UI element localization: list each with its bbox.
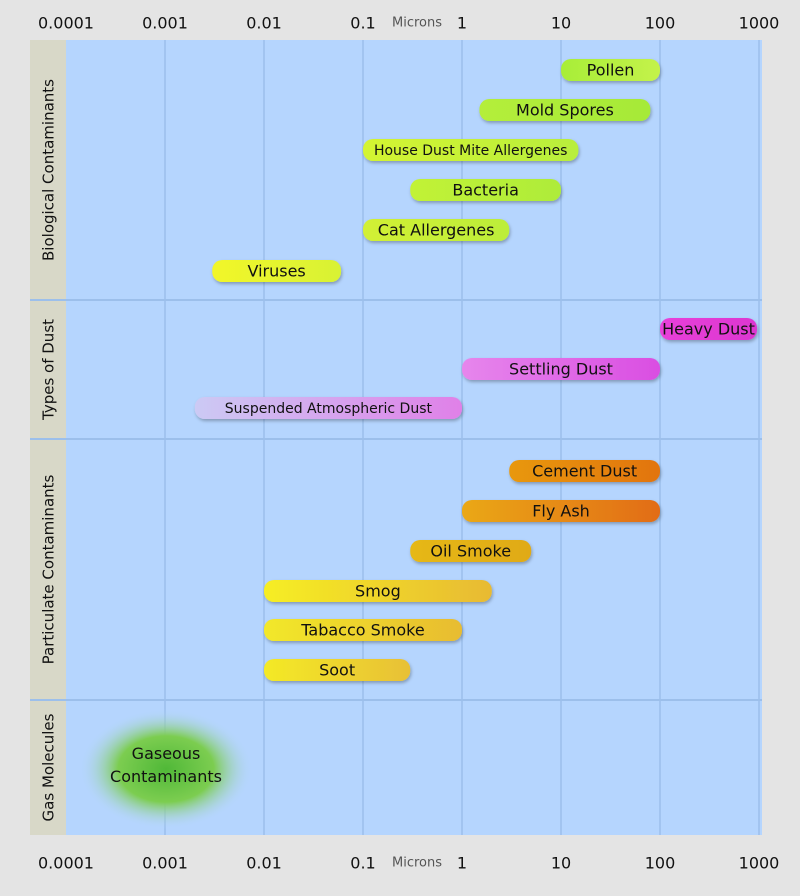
range-bar-label: Smog — [355, 582, 401, 601]
bottom-tick-label: 0.01 — [246, 854, 282, 873]
range-bar-label: Viruses — [247, 262, 305, 281]
bottom-tick-label: 10 — [551, 854, 571, 873]
range-bar — [194, 397, 462, 419]
top-tick-label: 0.01 — [246, 14, 282, 33]
gaseous-contaminants-label-line: Gaseous — [132, 744, 201, 763]
range-bar — [363, 219, 510, 241]
top-tick-label: 1000 — [739, 14, 780, 33]
gaseous-contaminants-glow — [79, 709, 253, 829]
range-bar — [462, 500, 660, 522]
top-tick-label: 0.0001 — [38, 14, 94, 33]
range-bar-label: Cat Allergenes — [378, 221, 495, 240]
top-tick-label: 10 — [551, 14, 571, 33]
top-tick-label: 0.1 — [350, 14, 375, 33]
category-label-column — [30, 40, 66, 835]
range-bar — [462, 358, 660, 380]
range-bar-label: Oil Smoke — [430, 542, 511, 561]
range-bar-label: Fly Ash — [532, 502, 590, 521]
range-bar — [561, 59, 660, 81]
range-bar — [479, 99, 651, 121]
gaseous-contaminants-label-line: Contaminants — [110, 767, 222, 786]
category-label: Types of Dust — [40, 319, 58, 421]
range-bar — [410, 540, 532, 562]
range-bar-label: Pollen — [587, 61, 635, 80]
range-bar-label: Suspended Atmospheric Dust — [225, 401, 433, 417]
plot-area — [66, 40, 762, 835]
category-label: Particulate Contaminants — [40, 474, 58, 664]
range-bar — [212, 260, 342, 282]
range-bar — [264, 619, 462, 641]
category-label: Biological Contaminants — [40, 79, 58, 261]
bottom-tick-label: 0.001 — [142, 854, 188, 873]
bottom-tick-label: 100 — [645, 854, 676, 873]
range-bar — [264, 659, 411, 681]
range-bar — [264, 580, 492, 602]
range-bar — [660, 318, 757, 340]
top-axis-unit-label: Microns — [392, 16, 442, 31]
range-bar-label: House Dust Mite Allergenes — [374, 143, 568, 159]
range-bar — [363, 139, 579, 161]
bottom-tick-label: 1 — [457, 854, 467, 873]
top-tick-label: 100 — [645, 14, 676, 33]
bottom-tick-label: 1000 — [739, 854, 780, 873]
bottom-tick-label: 0.0001 — [38, 854, 94, 873]
gaseous-contaminants-label: Gaseous Contaminants — [110, 744, 222, 786]
range-bar-label: Tabacco Smoke — [300, 621, 424, 640]
bottom-axis-unit-label: Microns — [392, 856, 442, 871]
range-bar-label: Heavy Dust — [662, 320, 755, 339]
range-bar-label: Cement Dust — [532, 462, 637, 481]
range-bar-label: Soot — [319, 661, 355, 680]
bottom-tick-label: 0.1 — [350, 854, 375, 873]
range-bar-label: Bacteria — [452, 181, 519, 200]
range-bar-label: Settling Dust — [509, 360, 613, 379]
range-bar — [509, 460, 660, 482]
range-bar-label: Mold Spores — [516, 101, 614, 120]
range-bar — [410, 179, 561, 201]
category-label: Gas Molecules — [40, 713, 58, 821]
top-tick-label: 0.001 — [142, 14, 188, 33]
top-tick-label: 1 — [457, 14, 467, 33]
